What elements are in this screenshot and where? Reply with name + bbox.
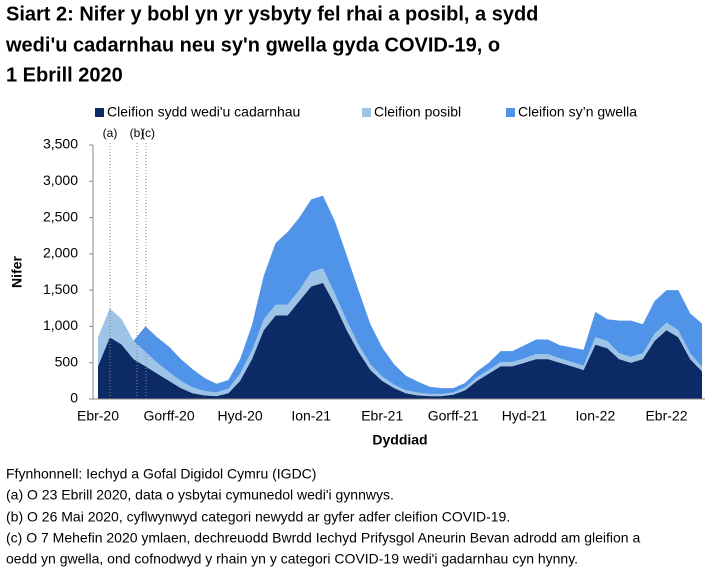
note: (b) O 26 Mai 2020, cyflwynwyd categori n… — [6, 509, 510, 525]
x-tick-label: Hyd-20 — [218, 408, 263, 424]
legend-label: Cleifion sy’n gwella — [518, 104, 637, 120]
note: (c) O 7 Mehefin 2020 ymlaen, dechreuodd … — [6, 530, 640, 546]
x-tick-label: Ebr-20 — [77, 408, 119, 424]
x-tick-label: Hyd-21 — [502, 408, 547, 424]
x-tick-label: Ion-21 — [291, 408, 331, 424]
note: Ffynhonnell: Iechyd a Gofal Digidol Cymr… — [6, 466, 316, 482]
area — [98, 268, 702, 397]
area — [98, 282, 702, 399]
legend-swatch — [506, 108, 515, 117]
y-tick-label: 1,000 — [43, 317, 78, 333]
y-tick-label: 2,500 — [43, 208, 78, 224]
area — [98, 195, 702, 394]
x-tick-label: Gorff-21 — [428, 408, 479, 424]
x-tick-label: Ebr-21 — [361, 408, 403, 424]
chart-title: wedi'u cadarnhau neu sy'n gwella gyda CO… — [5, 34, 500, 56]
plot-area — [98, 195, 702, 399]
annotation-label: (b) — [130, 126, 145, 140]
y-tick-label: 3,500 — [43, 136, 78, 152]
y-tick-label: 0 — [70, 390, 78, 406]
annotation-lines: (a) (b) (c) — [103, 126, 155, 399]
legend-label: Cleifion sydd wedi'u cadarnhau — [107, 104, 300, 120]
y-tick-label: 500 — [55, 353, 79, 369]
note: oedd yn gwella, ond cofnodwyd y rhain yn… — [6, 551, 578, 567]
y-tick-label: 1,500 — [43, 281, 78, 297]
x-tick-label: Ebr-22 — [645, 408, 687, 424]
legend-swatch — [362, 108, 371, 117]
x-tick-label: Ion-22 — [576, 408, 616, 424]
annotation-label: (c) — [141, 126, 155, 140]
notes: Ffynhonnell: Iechyd a Gofal Digidol Cymr… — [6, 466, 640, 567]
note: (a) O 23 Ebrill 2020, data o ysbytai cym… — [6, 487, 394, 503]
y-tick-label: 3,000 — [43, 172, 78, 188]
x-axis-label: Dyddiad — [372, 432, 427, 448]
legend-label: Cleifion posibl — [374, 104, 461, 120]
legend-swatch — [95, 108, 104, 117]
x-tick-label: Gorff-20 — [144, 408, 195, 424]
y-tick-label: 2,000 — [43, 245, 78, 261]
y-axis-label: Nifer — [9, 256, 25, 288]
chart-title: Siart 2: Nifer y bobl yn yr ysbyty fel r… — [6, 3, 538, 25]
chart-title: 1 Ebrill 2020 — [6, 64, 123, 86]
annotation-label: (a) — [103, 126, 118, 140]
